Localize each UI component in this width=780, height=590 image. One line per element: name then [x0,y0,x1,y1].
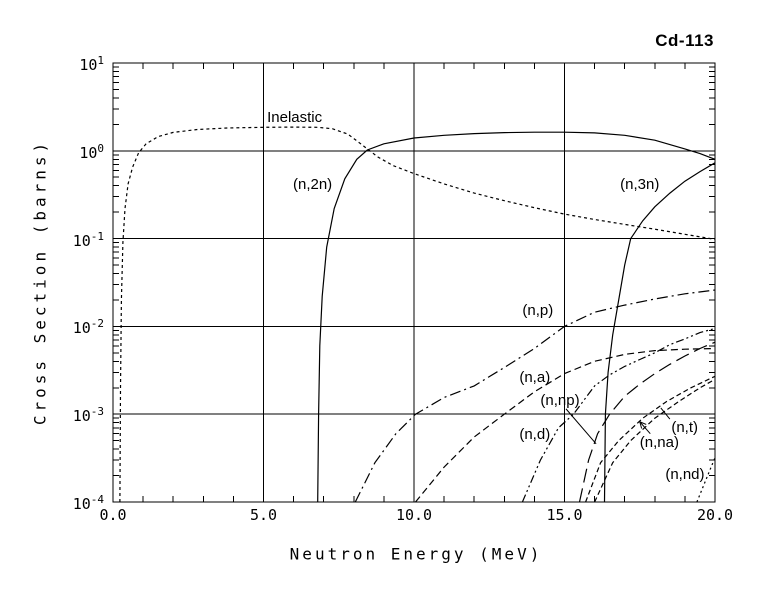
x-tick-label-2: 10.0 [395,506,433,524]
chart-title: Cd-113 [655,31,714,50]
y-tick-exp: -2 [90,317,104,331]
y-tick-label-0: 101 [30,52,104,74]
y-tick-base: 10 [79,56,98,74]
y-tick-base: 10 [79,143,98,162]
curve-label-nd: (n,d) [519,425,551,443]
x-tick-label-1: 5.0 [249,506,278,524]
curve-label-nna: (n,na) [639,433,679,451]
y-tick-exp: -1 [90,229,104,243]
curve-label-inelastic: Inelastic [267,109,323,127]
curve-label-nnp: (n,np) [540,391,580,409]
y-tick-label-5: 10-4 [30,491,104,513]
y-tick-base: 10 [72,231,91,250]
y-tick-label-2: 10-1 [30,228,104,250]
x-tick-label-3: 15.0 [546,506,583,524]
y-tick-exp: 0 [97,141,104,155]
x-tick-label-4: 20.0 [696,506,734,524]
y-tick-label-3: 10-2 [30,315,104,337]
y-tick-base: 10 [72,495,91,513]
y-tick-label-4: 10-3 [30,403,104,425]
y-tick-base: 10 [72,319,91,338]
curve-label-n2n: (n,2n) [292,176,333,194]
y-axis-title: Cross Section (barns) [30,138,50,426]
x-tick-label-0: 0.0 [99,506,127,524]
curve-label-na: (n,a) [519,368,551,386]
y-tick-exp: -4 [90,493,104,506]
y-tick-exp: -3 [90,405,104,419]
y-tick-exp: 1 [97,54,104,67]
y-tick-base: 10 [72,407,91,426]
curve-label-n3n: (n,3n) [620,176,660,194]
curve-label-nt: (n,t) [671,418,699,436]
curve-label-np: (n,p) [522,301,554,319]
x-axis-title: Neutron Energy (MeV) [289,544,543,564]
curve-label-nnd: (n,nd) [665,466,705,484]
y-tick-label-1: 100 [30,140,104,162]
